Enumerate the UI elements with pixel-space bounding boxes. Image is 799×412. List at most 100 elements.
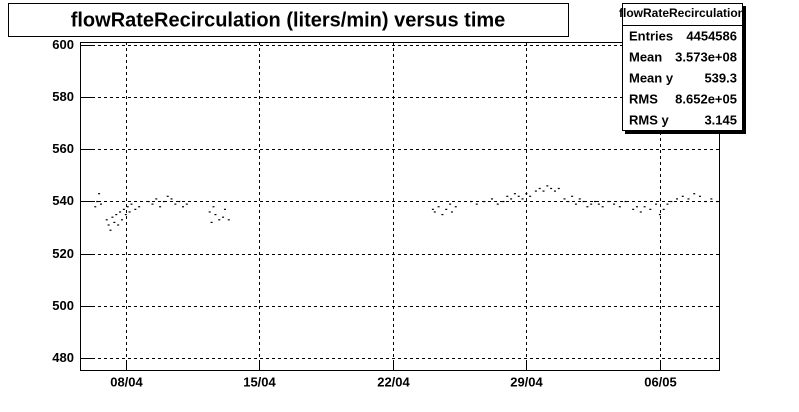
y-tick-label: 560 bbox=[52, 141, 74, 156]
data-point bbox=[534, 190, 537, 192]
data-point bbox=[563, 198, 566, 200]
data-point bbox=[222, 216, 225, 218]
data-point bbox=[483, 200, 486, 203]
stats-value: 539.3 bbox=[704, 70, 737, 85]
data-point bbox=[431, 208, 434, 210]
data-point bbox=[687, 198, 690, 200]
data-point bbox=[94, 206, 97, 208]
data-point bbox=[105, 219, 108, 221]
plot-area: 480 500 520 540 560 580 600 08/04 15/04 22/04 29/0… bbox=[52, 37, 719, 389]
data-point bbox=[662, 208, 665, 210]
data-point bbox=[542, 190, 545, 192]
data-point bbox=[122, 208, 125, 210]
data-point bbox=[170, 198, 173, 200]
data-point bbox=[670, 200, 673, 203]
data-point bbox=[117, 224, 120, 226]
data-point bbox=[601, 206, 604, 208]
data-point bbox=[227, 219, 230, 221]
stats-label: Entries bbox=[629, 28, 673, 43]
data-point bbox=[681, 195, 684, 197]
data-point bbox=[138, 206, 141, 208]
x-tick-label: 22/04 bbox=[377, 374, 410, 389]
data-point bbox=[223, 208, 226, 210]
data-point bbox=[214, 213, 217, 216]
data-point bbox=[128, 211, 131, 213]
data-point bbox=[639, 211, 642, 213]
data-point bbox=[437, 206, 440, 208]
data-point bbox=[517, 195, 520, 197]
data-point bbox=[218, 219, 221, 221]
data-point bbox=[666, 203, 669, 205]
y-tick-label: 520 bbox=[52, 246, 74, 261]
y-tick-label: 540 bbox=[52, 193, 74, 208]
data-point bbox=[151, 203, 154, 205]
data-point bbox=[586, 206, 589, 208]
data-point bbox=[98, 193, 101, 195]
data-point bbox=[693, 193, 696, 195]
data-point bbox=[529, 195, 532, 197]
stats-label: RMS bbox=[629, 91, 658, 106]
stats-value: 3.145 bbox=[704, 112, 737, 127]
data-point bbox=[109, 229, 112, 231]
stats-value: 3.573e+08 bbox=[675, 49, 737, 64]
data-point bbox=[111, 216, 114, 218]
data-point bbox=[502, 200, 505, 203]
data-point bbox=[496, 203, 499, 205]
data-point bbox=[96, 200, 99, 203]
y-tick-label: 600 bbox=[52, 37, 74, 52]
stats-value: 4454586 bbox=[686, 28, 737, 43]
data-point bbox=[450, 211, 453, 213]
stats-label: Mean bbox=[629, 49, 662, 64]
data-point bbox=[445, 208, 448, 210]
data-point bbox=[567, 200, 570, 203]
data-point bbox=[635, 206, 638, 208]
data-point bbox=[178, 200, 181, 203]
data-point bbox=[115, 213, 118, 216]
data-point bbox=[546, 185, 549, 187]
data-point bbox=[208, 211, 211, 213]
data-point bbox=[521, 198, 524, 200]
stats-title: flowRateRecirculation bbox=[619, 6, 745, 20]
data-point bbox=[594, 200, 597, 203]
data-point bbox=[162, 200, 165, 203]
data-point bbox=[174, 203, 177, 205]
data-point bbox=[130, 203, 133, 205]
data-point bbox=[574, 203, 577, 205]
data-point bbox=[632, 208, 635, 210]
data-point bbox=[698, 195, 701, 197]
data-point bbox=[618, 206, 621, 208]
data-point bbox=[99, 203, 102, 205]
data-point bbox=[147, 200, 150, 203]
stats-box bbox=[622, 3, 743, 131]
data-point bbox=[655, 203, 658, 205]
data-point bbox=[470, 200, 473, 203]
data-point bbox=[553, 190, 556, 192]
data-point bbox=[676, 198, 679, 200]
data-point bbox=[126, 206, 129, 208]
data-point bbox=[433, 211, 436, 213]
data-point bbox=[658, 213, 661, 216]
stats-value: 8.652e+05 bbox=[675, 91, 737, 106]
data-point bbox=[107, 224, 110, 226]
data-point bbox=[155, 198, 158, 200]
data-point bbox=[607, 200, 610, 203]
data-point bbox=[624, 200, 627, 203]
chart-title: flowRateRecirculation (liters/min) versu… bbox=[71, 9, 506, 31]
data-point bbox=[597, 203, 600, 205]
data-point bbox=[454, 206, 457, 208]
data-point bbox=[513, 193, 516, 195]
data-point bbox=[613, 203, 616, 205]
stats-label: RMS y bbox=[629, 112, 670, 127]
data-point bbox=[643, 206, 646, 208]
stats-label: Mean y bbox=[629, 70, 674, 85]
data-point bbox=[475, 203, 478, 205]
data-point bbox=[557, 187, 560, 190]
data-point bbox=[525, 193, 528, 195]
title-box bbox=[8, 3, 569, 37]
data-point bbox=[538, 187, 541, 190]
data-point bbox=[212, 206, 215, 208]
data-point bbox=[182, 206, 185, 208]
data-point bbox=[716, 200, 719, 203]
y-tick-label: 580 bbox=[52, 89, 74, 104]
